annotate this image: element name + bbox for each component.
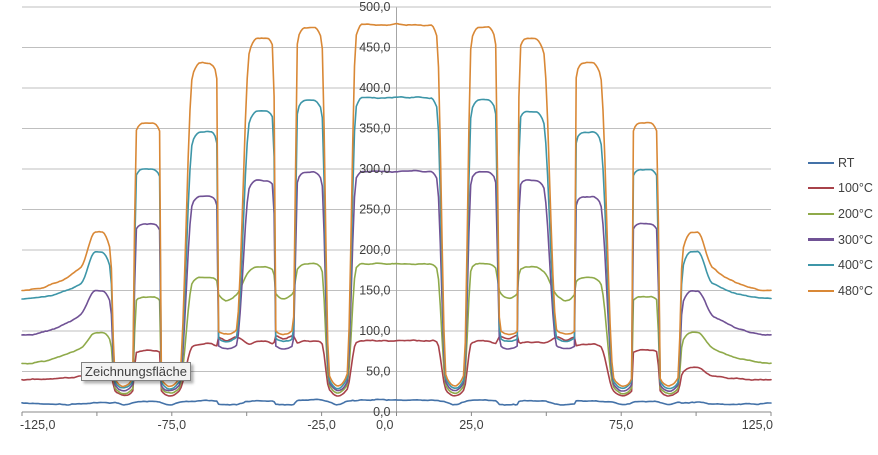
svg-text:100,0: 100,0 (359, 324, 390, 338)
svg-text:450,0: 450,0 (359, 41, 390, 55)
svg-text:75,0: 75,0 (609, 418, 633, 432)
svg-text:150,0: 150,0 (359, 284, 390, 298)
svg-text:400,0: 400,0 (359, 81, 390, 95)
svg-text:50,0: 50,0 (366, 365, 390, 379)
svg-text:200,0: 200,0 (359, 243, 390, 257)
svg-text:0,0: 0,0 (373, 405, 390, 419)
svg-text:-75,0: -75,0 (158, 418, 187, 432)
svg-text:25,0: 25,0 (459, 418, 483, 432)
svg-text:500,0: 500,0 (359, 0, 390, 14)
svg-text:0,0: 0,0 (376, 418, 393, 432)
svg-text:-25,0: -25,0 (307, 418, 336, 432)
svg-text:250,0: 250,0 (359, 203, 390, 217)
svg-text:-125,0: -125,0 (20, 418, 55, 432)
svg-text:300,0: 300,0 (359, 162, 390, 176)
svg-text:125,0: 125,0 (742, 418, 773, 432)
svg-text:350,0: 350,0 (359, 122, 390, 136)
